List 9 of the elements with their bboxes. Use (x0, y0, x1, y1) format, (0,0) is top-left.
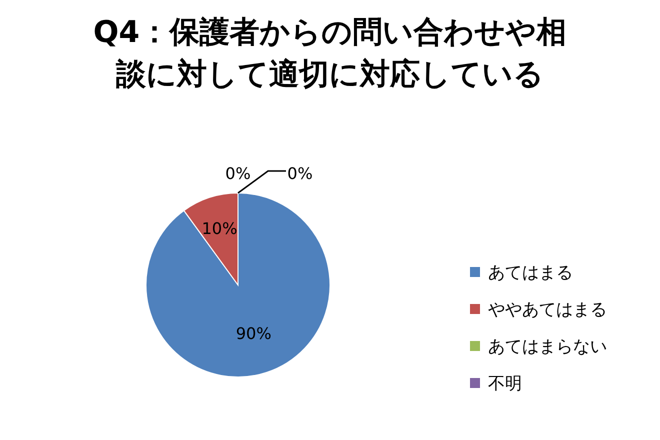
text: 0% (287, 164, 313, 183)
text: 0% (225, 164, 251, 183)
legend-label: ややあてはまる (488, 300, 607, 320)
data-label: 90% (236, 324, 272, 344)
legend-label: あてはまらない (488, 337, 607, 357)
data-label: 10% (202, 219, 238, 238)
legend-label: あてはまる (488, 263, 573, 283)
chart-title: Q4：保護者からの問い合わせや相談に対して適切に対応している (92, 14, 568, 94)
legend-label: 不明 (488, 374, 522, 394)
